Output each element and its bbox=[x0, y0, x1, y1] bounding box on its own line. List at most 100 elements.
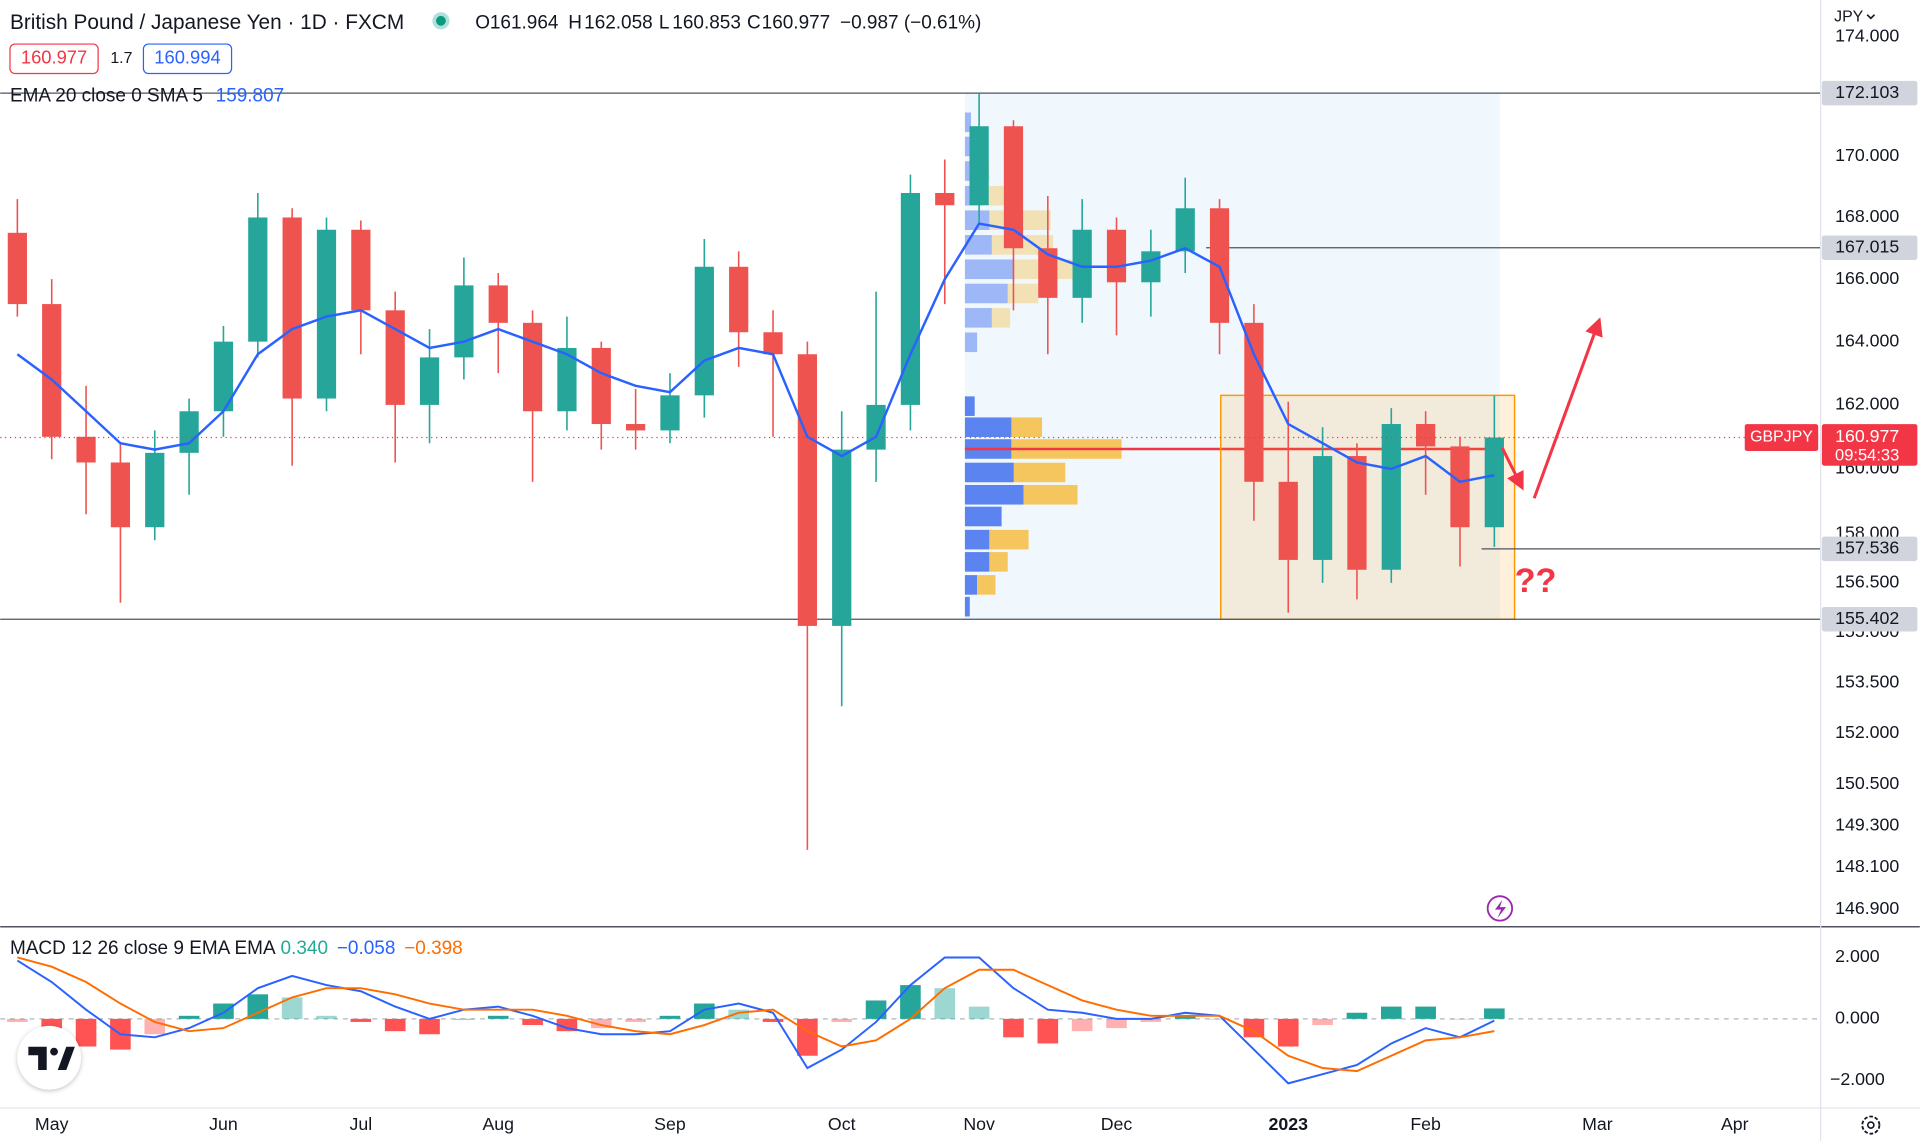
profile-up-bar bbox=[964, 529, 990, 550]
y-tick-label: 162.000 bbox=[1835, 394, 1899, 414]
macd-histogram-bar bbox=[1277, 1018, 1299, 1047]
header: British Pound / Japanese Yen · 1D · FXCM… bbox=[9, 11, 981, 959]
macd-histogram-bar bbox=[900, 985, 921, 1019]
sell-button[interactable] bbox=[9, 43, 99, 75]
level-tag bbox=[1821, 606, 1918, 632]
profile-down-bar bbox=[1007, 283, 1039, 304]
candle-body bbox=[1312, 456, 1333, 560]
high-label: H bbox=[568, 12, 582, 33]
y-tick-label: 148.100 bbox=[1835, 856, 1899, 876]
macd-tick-label: −2.000 bbox=[1830, 1069, 1885, 1089]
marks-layer bbox=[0, 93, 1821, 1085]
profile-up-bar bbox=[964, 283, 1008, 304]
question-annotation: ?? bbox=[1515, 562, 1557, 600]
macd-histogram-bar bbox=[487, 1015, 509, 1019]
x-tick-label: Sep bbox=[654, 1114, 686, 1134]
macd-histogram-bar bbox=[934, 988, 956, 1019]
macd-histogram-bar bbox=[1037, 1018, 1059, 1044]
macd-tick-label: 2.000 bbox=[1835, 946, 1880, 966]
level-tag-label: 172.103 bbox=[1835, 82, 1899, 102]
logo-dot bbox=[50, 1047, 58, 1056]
level-tag bbox=[1821, 235, 1918, 261]
ask-price: 160.994 bbox=[154, 47, 220, 68]
macd-histogram-bar bbox=[797, 1018, 818, 1056]
candle-body bbox=[1416, 424, 1436, 447]
candle-body bbox=[282, 217, 302, 399]
tv-logo[interactable] bbox=[17, 1025, 81, 1090]
profile-up-bar bbox=[964, 506, 1002, 527]
alert-bolt bbox=[1494, 899, 1507, 919]
macd-line bbox=[16, 956, 1495, 1085]
macd-histogram-bar bbox=[1380, 1006, 1402, 1019]
macd-hist-last: 0.340 bbox=[281, 938, 328, 959]
candle-body bbox=[213, 341, 234, 412]
macd-histogram-bar bbox=[1174, 1015, 1196, 1019]
price-axis-bg bbox=[1820, 0, 1920, 1141]
market-status-dot bbox=[436, 15, 446, 26]
currency-chevron bbox=[1866, 14, 1876, 20]
profile-up-bar bbox=[964, 396, 975, 416]
high-value: 162.058 bbox=[584, 12, 653, 33]
macd-histogram-bar bbox=[1106, 1018, 1127, 1029]
candle-body bbox=[1003, 126, 1024, 249]
profile-up-bar bbox=[964, 259, 1014, 280]
close-label: C bbox=[747, 12, 761, 33]
macd-histogram-bar bbox=[1484, 1008, 1505, 1019]
macd-histogram-bar bbox=[316, 1015, 337, 1019]
ema-line bbox=[16, 222, 1495, 484]
profile-range-shade bbox=[964, 93, 1500, 620]
currency-label[interactable]: JPY bbox=[1834, 8, 1864, 25]
profile-up-bar bbox=[964, 575, 978, 595]
spread: 1.7 bbox=[110, 50, 132, 67]
macd-histogram-bar bbox=[1243, 1018, 1265, 1038]
candle-body bbox=[763, 332, 783, 355]
level-tag-label: 155.402 bbox=[1835, 608, 1899, 628]
bid-price: 160.977 bbox=[21, 47, 87, 68]
down-arrow bbox=[1500, 447, 1524, 491]
candle-body bbox=[488, 285, 508, 323]
range-box bbox=[1220, 394, 1516, 621]
candle-body bbox=[694, 266, 714, 396]
x-tick-label: Aug bbox=[482, 1114, 514, 1134]
x-tick-label: Feb bbox=[1410, 1114, 1441, 1134]
price-tag-value: 160.977 bbox=[1835, 426, 1899, 446]
candle-body bbox=[1038, 248, 1058, 298]
macd-histogram-bar bbox=[694, 1003, 715, 1019]
macd-histogram-bar bbox=[350, 1018, 372, 1022]
x-tick-label: Nov bbox=[963, 1114, 995, 1134]
macd-legend[interactable]: MACD 12 26 close 9 EMA EMA bbox=[10, 938, 276, 959]
profile-up-bar bbox=[964, 596, 970, 617]
profile-up-bar bbox=[964, 308, 992, 328]
macd-histogram-bar bbox=[590, 1018, 612, 1029]
candle-body bbox=[797, 354, 817, 626]
buy-button[interactable] bbox=[142, 43, 233, 75]
macd-histogram-bar bbox=[419, 1018, 440, 1035]
candle-body bbox=[248, 217, 268, 342]
symbol-title[interactable]: British Pound / Japanese Yen · 1D · FXCM bbox=[10, 11, 404, 34]
macd-histogram-bar bbox=[75, 1018, 97, 1047]
macd-signal-last: −0.398 bbox=[404, 938, 463, 959]
logo-mark bbox=[28, 1046, 47, 1070]
profile-down-bar bbox=[989, 529, 1029, 550]
logo-circle bbox=[17, 1025, 81, 1090]
ema-legend[interactable]: EMA 20 close 0 SMA 5 bbox=[10, 86, 203, 107]
y-tick-label: 170.000 bbox=[1835, 145, 1899, 165]
x-tick-label: Jun bbox=[209, 1114, 238, 1134]
x-tick-label: Oct bbox=[828, 1114, 856, 1134]
change-value: −0.987 (−0.61%) bbox=[840, 12, 981, 33]
macd-histogram-bar bbox=[968, 1006, 990, 1019]
candle-body bbox=[385, 310, 405, 405]
profile-down-bar bbox=[1011, 417, 1043, 438]
profile-down-bar bbox=[977, 575, 996, 595]
level-tag bbox=[1821, 536, 1918, 562]
profile-down-bar bbox=[1013, 462, 1066, 483]
close-value: 160.977 bbox=[762, 12, 831, 33]
y-tick-label: 152.000 bbox=[1835, 722, 1899, 742]
candle-body bbox=[1106, 229, 1127, 283]
candle-body bbox=[1244, 322, 1264, 482]
candle-body bbox=[1484, 437, 1504, 528]
time-axis-bg bbox=[0, 1107, 1920, 1141]
profile-down-bar bbox=[991, 308, 1011, 328]
x-tick-label: Mar bbox=[1582, 1114, 1613, 1134]
